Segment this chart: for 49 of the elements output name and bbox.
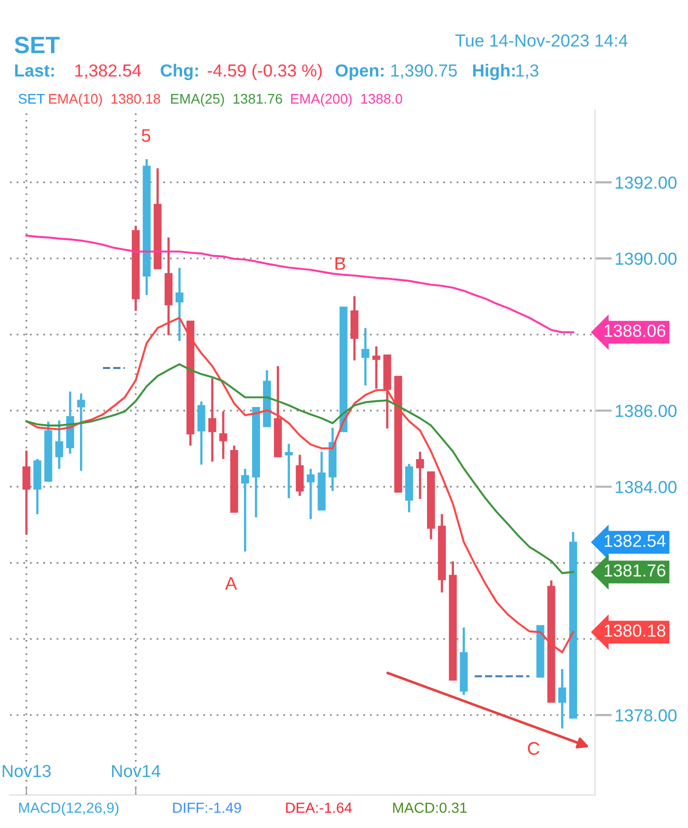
y-tick-label: 1390.00 [616,252,677,265]
candlestick [416,450,424,500]
annotation: 5 [142,129,150,142]
text: Open: [336,64,384,80]
candlestick [219,410,228,460]
candlestick [208,377,216,463]
line-series [25,234,574,334]
y-tick-label: 1378.00 [616,709,677,722]
text: DIFF:-1.49 [173,802,241,813]
candlestick [284,442,293,500]
candlestick [558,668,566,730]
line-series [25,316,574,654]
text: Last: [15,64,54,77]
text: EMA(200) 1388.0 [291,94,402,106]
text: SET [18,94,45,104]
candlestick [372,345,380,390]
candlestick [361,326,370,387]
annotation: A [225,577,238,590]
x-tick-label: Nov14 [112,765,160,778]
text: EMA(10) 1380.18 [49,94,160,106]
x-tick-label: Nov13 [2,764,51,778]
text: High: [473,64,515,80]
line-series [25,363,574,574]
annotation: C [528,742,540,755]
text: MACD(12,26,9) [19,802,118,816]
data-label: 1381.76 [604,564,666,577]
data-label: 1380.18 [604,624,666,637]
candlestick [241,468,250,553]
text: MACD:0.31 [393,802,467,813]
candlestick [306,468,315,520]
text: EMA(25) 1381.76 [171,94,282,106]
text: 1,382.54 [75,64,142,79]
text: 1382.54 [604,534,666,547]
candlestick [22,449,30,536]
text: 1,3 [516,64,538,79]
candlestick [55,419,64,470]
annotation: B [335,257,346,270]
candlestick [77,392,86,472]
text: Chg: [160,64,198,80]
data-label: 1388.06 [604,324,666,337]
chart-title: SET [14,36,60,54]
text: -4.59 (-0.33 %) [208,64,322,80]
y-tick-label: 1384.00 [616,480,677,494]
text: DEA:-1.64 [286,802,352,813]
text: 1,390.75 [391,64,457,79]
y-tick-label: 1386.00 [616,404,677,418]
text: Tue 14-Nov-2023 14:4 [455,34,628,47]
y-tick-label: 1392.00 [616,176,677,189]
candlestick [176,266,184,342]
